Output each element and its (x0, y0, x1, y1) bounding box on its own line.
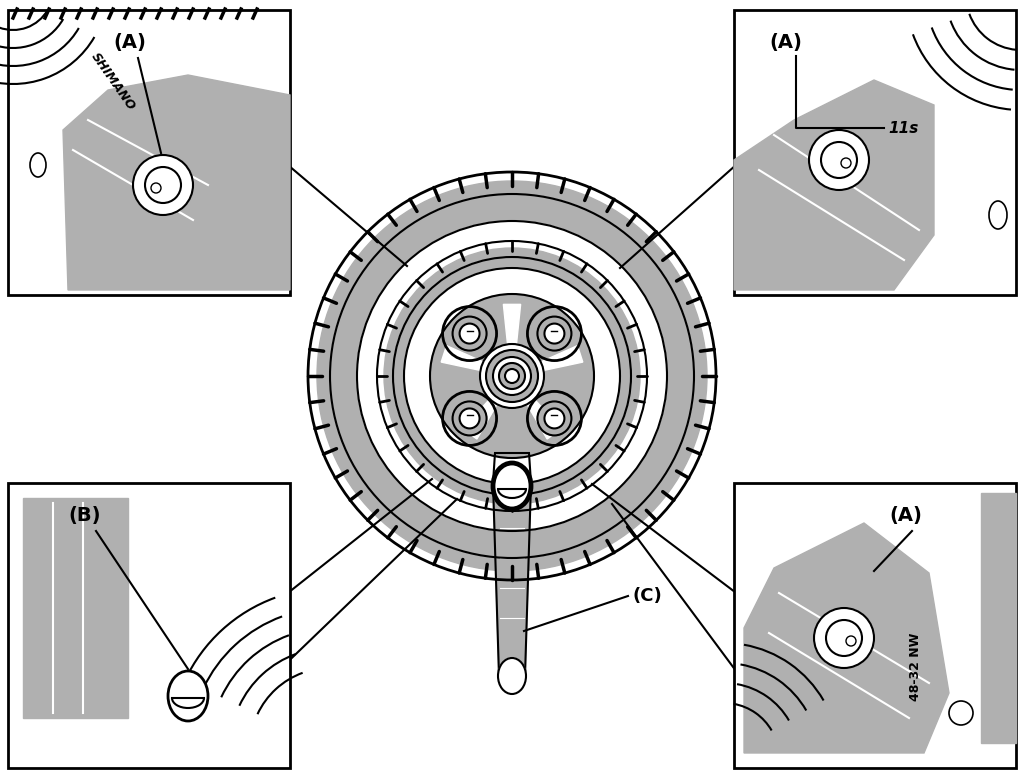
Circle shape (814, 608, 874, 668)
Circle shape (404, 268, 620, 484)
Circle shape (453, 401, 486, 435)
Circle shape (430, 294, 594, 458)
Circle shape (393, 257, 631, 495)
Polygon shape (63, 75, 290, 290)
Circle shape (545, 408, 564, 428)
Text: (A): (A) (889, 506, 922, 525)
Polygon shape (493, 453, 531, 676)
Text: 11s: 11s (888, 121, 919, 136)
Polygon shape (516, 383, 561, 439)
Polygon shape (520, 345, 583, 375)
Circle shape (846, 636, 856, 646)
Polygon shape (441, 345, 504, 375)
Polygon shape (734, 80, 934, 290)
Ellipse shape (168, 671, 208, 721)
Text: (A): (A) (113, 33, 145, 52)
Bar (734, 483, 1016, 768)
Circle shape (826, 620, 862, 656)
Circle shape (460, 324, 479, 344)
Circle shape (538, 401, 571, 435)
Circle shape (505, 369, 519, 383)
Circle shape (453, 317, 486, 351)
Circle shape (949, 701, 973, 725)
Circle shape (145, 167, 181, 203)
Bar (8, 10, 290, 295)
Circle shape (499, 363, 525, 389)
Text: (B): (B) (68, 506, 100, 525)
Polygon shape (744, 523, 949, 753)
Circle shape (545, 324, 564, 344)
Circle shape (330, 194, 694, 558)
Ellipse shape (494, 464, 530, 508)
Ellipse shape (30, 153, 46, 177)
Bar (981, 493, 1016, 743)
Circle shape (330, 194, 694, 558)
Circle shape (493, 357, 531, 395)
Circle shape (317, 181, 707, 571)
Polygon shape (504, 304, 520, 366)
Text: SHIMANO: SHIMANO (88, 50, 137, 113)
Circle shape (821, 142, 857, 178)
Circle shape (841, 158, 851, 168)
Circle shape (384, 248, 640, 504)
Polygon shape (463, 383, 508, 439)
Circle shape (357, 221, 667, 531)
Bar (8, 483, 290, 768)
Circle shape (393, 257, 631, 495)
Circle shape (480, 344, 544, 408)
Circle shape (538, 317, 571, 351)
Text: (C): (C) (633, 587, 663, 605)
Circle shape (151, 183, 161, 193)
Ellipse shape (989, 201, 1007, 229)
Circle shape (133, 155, 193, 215)
Ellipse shape (498, 658, 526, 694)
Bar (23, 498, 128, 718)
Circle shape (486, 350, 538, 402)
Circle shape (809, 130, 869, 190)
Text: 48-32 NW: 48-32 NW (909, 632, 922, 701)
Text: (A): (A) (769, 33, 802, 52)
Circle shape (460, 408, 479, 428)
Bar (734, 10, 1016, 295)
